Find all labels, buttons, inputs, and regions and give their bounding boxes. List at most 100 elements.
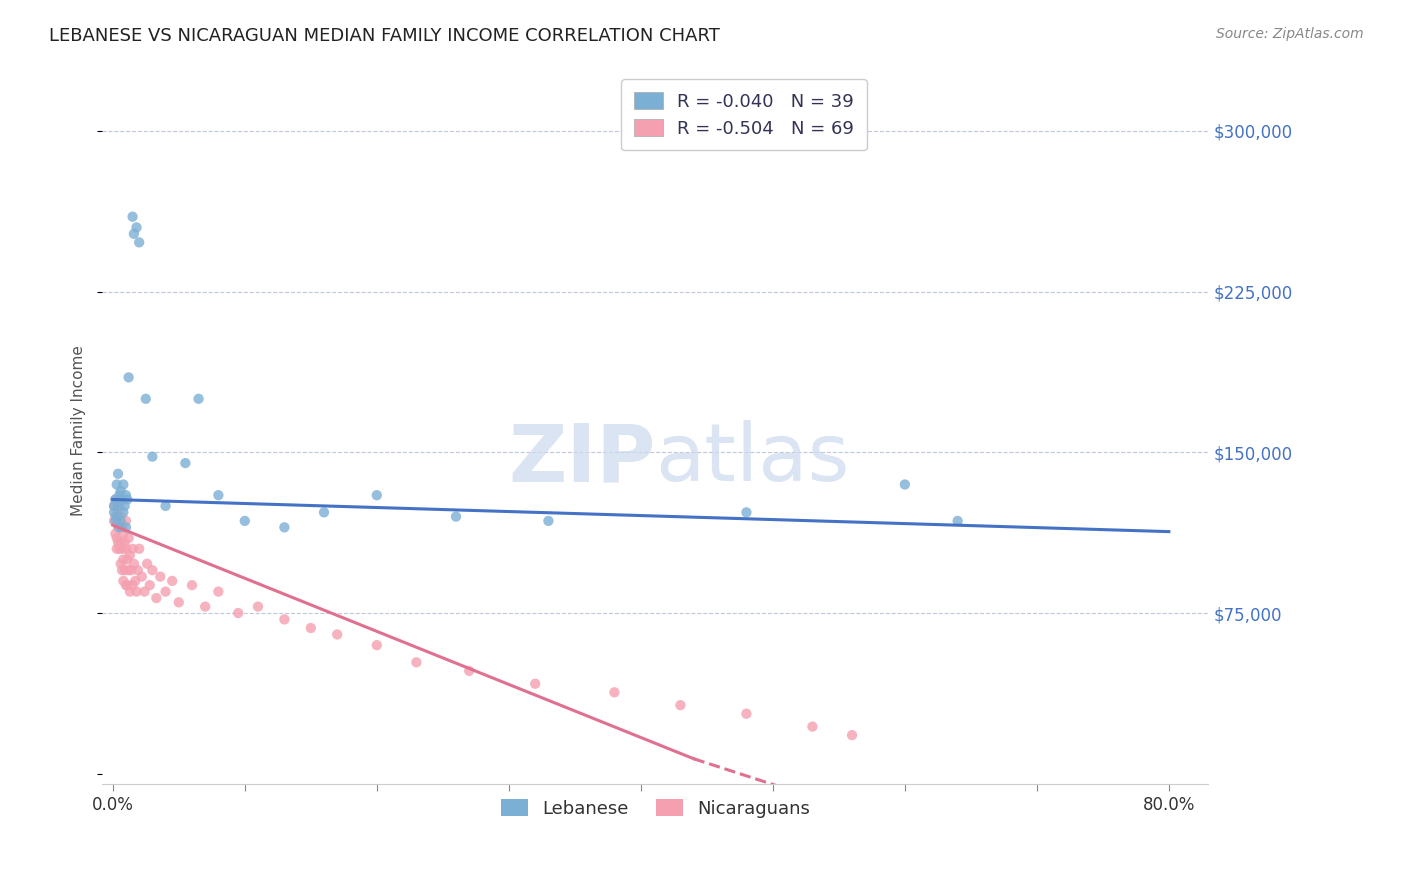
- Point: [110, 509, 132, 524]
- Point: [134, 584, 156, 599]
- Point: [246, 599, 269, 614]
- Point: [105, 514, 128, 528]
- Point: [312, 505, 335, 519]
- Legend: Lebanese, Nicaraguans: Lebanese, Nicaraguans: [494, 791, 817, 825]
- Point: [226, 606, 249, 620]
- Point: [122, 557, 145, 571]
- Point: [125, 220, 148, 235]
- Point: [115, 514, 138, 528]
- Point: [104, 492, 127, 507]
- Point: [110, 557, 132, 571]
- Point: [603, 685, 626, 699]
- Point: [735, 505, 758, 519]
- Point: [115, 488, 138, 502]
- Point: [105, 509, 128, 524]
- Point: [112, 574, 135, 588]
- Point: [107, 499, 129, 513]
- Point: [114, 535, 136, 549]
- Point: [127, 563, 149, 577]
- Point: [103, 514, 125, 528]
- Point: [115, 578, 138, 592]
- Point: [121, 578, 143, 592]
- Point: [110, 483, 132, 498]
- Point: [111, 541, 134, 556]
- Point: [108, 499, 131, 513]
- Point: [125, 584, 148, 599]
- Y-axis label: Median Family Income: Median Family Income: [72, 345, 86, 516]
- Point: [233, 514, 256, 528]
- Point: [111, 492, 134, 507]
- Point: [167, 595, 190, 609]
- Point: [110, 514, 132, 528]
- Point: [155, 584, 177, 599]
- Point: [104, 509, 127, 524]
- Point: [107, 467, 129, 481]
- Point: [117, 370, 139, 384]
- Point: [841, 728, 863, 742]
- Point: [104, 526, 127, 541]
- Point: [114, 499, 136, 513]
- Point: [107, 520, 129, 534]
- Point: [138, 578, 160, 592]
- Point: [122, 227, 145, 241]
- Point: [107, 505, 129, 519]
- Point: [121, 210, 143, 224]
- Point: [118, 584, 141, 599]
- Point: [141, 450, 163, 464]
- Point: [105, 541, 128, 556]
- Point: [108, 520, 131, 534]
- Point: [117, 578, 139, 592]
- Text: LEBANESE VS NICARAGUAN MEDIAN FAMILY INCOME CORRELATION CHART: LEBANESE VS NICARAGUAN MEDIAN FAMILY INC…: [49, 27, 720, 45]
- Point: [103, 499, 125, 513]
- Point: [103, 499, 125, 513]
- Point: [946, 514, 969, 528]
- Point: [155, 499, 177, 513]
- Point: [801, 720, 824, 734]
- Point: [112, 552, 135, 566]
- Point: [187, 392, 209, 406]
- Point: [117, 531, 139, 545]
- Point: [131, 569, 153, 583]
- Point: [894, 477, 917, 491]
- Point: [181, 578, 204, 592]
- Point: [160, 574, 183, 588]
- Point: [194, 599, 217, 614]
- Point: [124, 574, 146, 588]
- Point: [735, 706, 758, 721]
- Point: [405, 656, 427, 670]
- Point: [366, 638, 388, 652]
- Point: [114, 563, 136, 577]
- Point: [326, 627, 349, 641]
- Point: [105, 531, 128, 545]
- Point: [128, 541, 150, 556]
- Point: [112, 477, 135, 491]
- Point: [299, 621, 322, 635]
- Text: Source: ZipAtlas.com: Source: ZipAtlas.com: [1216, 27, 1364, 41]
- Point: [273, 520, 295, 534]
- Point: [524, 677, 547, 691]
- Point: [115, 520, 138, 534]
- Point: [117, 492, 139, 507]
- Text: ZIP: ZIP: [508, 420, 655, 499]
- Point: [112, 526, 135, 541]
- Point: [111, 520, 134, 534]
- Point: [128, 235, 150, 250]
- Point: [669, 698, 692, 713]
- Point: [117, 563, 139, 577]
- Point: [145, 591, 167, 605]
- Point: [273, 612, 295, 626]
- Point: [117, 552, 139, 566]
- Point: [537, 514, 560, 528]
- Point: [121, 541, 143, 556]
- Point: [136, 557, 159, 571]
- Point: [141, 563, 163, 577]
- Point: [108, 488, 131, 502]
- Point: [366, 488, 388, 502]
- Point: [111, 563, 134, 577]
- Point: [104, 514, 127, 528]
- Point: [120, 563, 142, 577]
- Point: [444, 509, 467, 524]
- Point: [207, 584, 229, 599]
- Point: [110, 535, 132, 549]
- Point: [108, 514, 131, 528]
